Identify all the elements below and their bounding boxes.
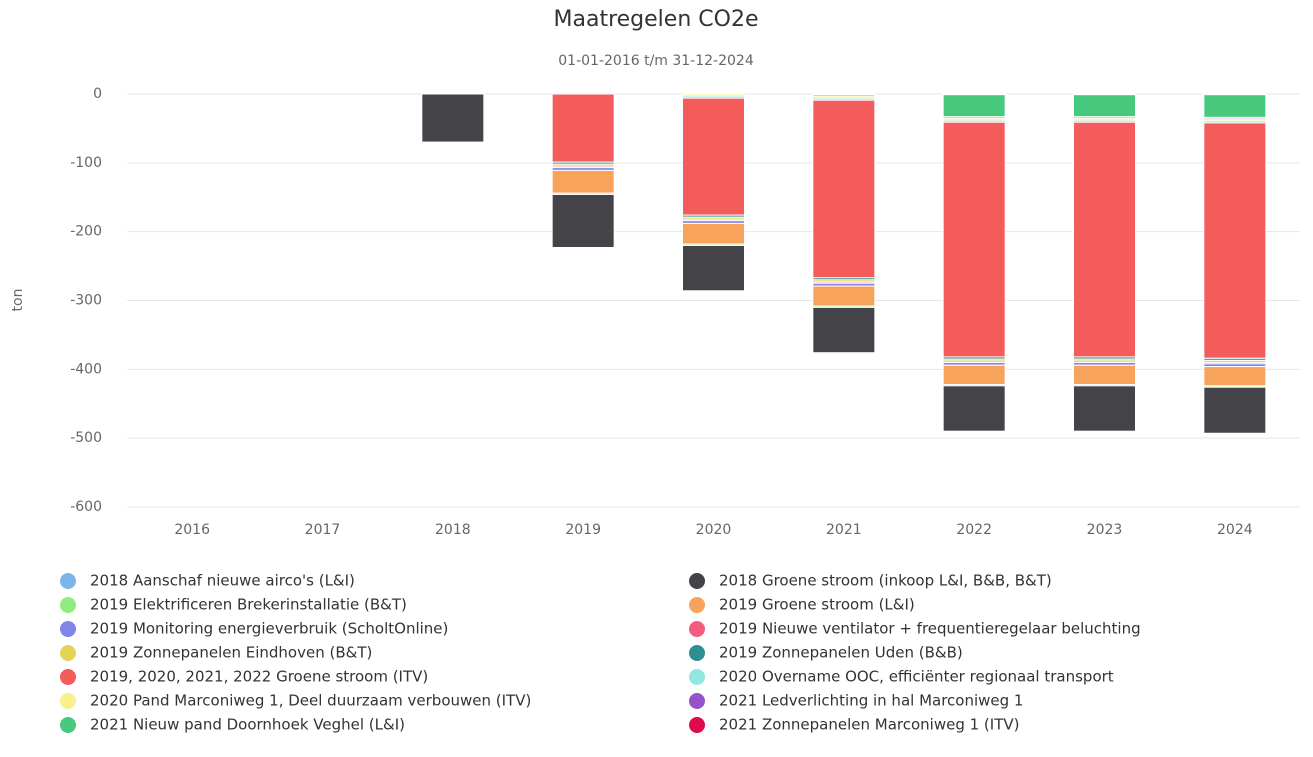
bar-segment <box>1203 386 1267 434</box>
legend-label: 2020 Pand Marconiweg 1, Deel duurzaam ve… <box>90 692 531 710</box>
x-tick-label: 2024 <box>1217 522 1253 538</box>
y-tick-label: 0 <box>93 86 102 102</box>
y-tick-label: -500 <box>70 430 102 446</box>
legend-marker <box>689 573 705 589</box>
bar-segment <box>682 290 745 293</box>
y-tick-label: -100 <box>70 155 102 171</box>
bar-segment <box>942 385 1006 432</box>
x-tick-label: 2022 <box>956 522 992 538</box>
y-tick-label: -400 <box>70 361 102 377</box>
bar-segment <box>1203 94 1267 118</box>
legend-label: 2019 Monitoring energieverbruik (ScholtO… <box>90 620 448 638</box>
y-tick-label: -200 <box>70 224 102 240</box>
legend-label: 2019 Nieuwe ventilator + frequentieregel… <box>719 620 1141 638</box>
bar-segment <box>942 94 1006 118</box>
legend-label: 2021 Nieuw pand Doornhoek Veghel (L&I) <box>90 716 405 734</box>
bar-segment <box>812 99 876 279</box>
legend-label: 2019, 2020, 2021, 2022 Groene stroom (IT… <box>90 668 428 686</box>
legend-label: 2019 Zonnepanelen Eindhoven (B&T) <box>90 644 372 662</box>
legend-marker <box>689 669 705 685</box>
bar-segment <box>942 364 1006 385</box>
bar-segment <box>682 244 745 292</box>
chart-title: Maatregelen CO2e <box>554 7 759 32</box>
legend-marker <box>689 597 705 613</box>
bar-segment <box>551 93 615 163</box>
legend-label: 2019 Elektrificeren Brekerinstallatie (B… <box>90 596 407 614</box>
legend-marker <box>689 717 705 733</box>
legend-marker <box>60 573 76 589</box>
bar-segment <box>1073 385 1136 432</box>
y-axis-label: ton <box>10 289 26 312</box>
x-tick-label: 2020 <box>696 522 732 538</box>
x-tick-label: 2021 <box>826 522 862 538</box>
bar-segment <box>421 93 485 143</box>
bar-segment <box>942 121 1006 358</box>
legend-label: 2021 Zonnepanelen Marconiweg 1 (ITV) <box>719 716 1019 734</box>
x-tick-label: 2019 <box>565 522 601 538</box>
legend-marker <box>60 717 76 733</box>
bar-segment <box>1073 121 1136 358</box>
legend-marker <box>689 693 705 709</box>
legend-marker <box>60 597 76 613</box>
bar-segment <box>1073 364 1136 385</box>
legend-label: 2018 Groene stroom (inkoop L&I, B&B, B&T… <box>719 572 1052 590</box>
legend-label: 2021 Ledverlichting in hal Marconiweg 1 <box>719 692 1023 710</box>
bar-segment <box>1073 430 1136 433</box>
x-tick-label: 2016 <box>174 522 210 538</box>
x-tick-label: 2023 <box>1087 522 1123 538</box>
legend-label: 2019 Groene stroom (L&I) <box>719 596 915 614</box>
y-tick-label: -600 <box>70 499 102 515</box>
bar-segment <box>1203 432 1267 435</box>
bar-segment <box>1203 366 1267 387</box>
legend-label: 2020 Overname OOC, efficiënter regionaal… <box>719 668 1114 686</box>
bar-segment <box>682 222 745 245</box>
bar-segment <box>812 285 876 307</box>
legend-marker <box>60 645 76 661</box>
legend-label: 2019 Zonnepanelen Uden (B&B) <box>719 644 963 662</box>
legend-label: 2018 Aanschaf nieuwe airco's (L&I) <box>90 572 355 590</box>
bar-segment <box>1073 94 1136 118</box>
bar-segment <box>812 306 876 354</box>
legend-marker <box>60 621 76 637</box>
x-tick-label: 2017 <box>305 522 341 538</box>
bar-segment <box>942 430 1006 433</box>
x-tick-label: 2018 <box>435 522 471 538</box>
bar-segment <box>421 141 485 144</box>
legend-marker <box>60 669 76 685</box>
legend-marker <box>689 621 705 637</box>
bar-segment <box>551 169 615 194</box>
chart-subtitle: 01-01-2016 t/m 31-12-2024 <box>558 53 754 69</box>
legend-marker <box>60 693 76 709</box>
bar-segment <box>551 193 615 248</box>
y-tick-label: -300 <box>70 293 102 309</box>
legend-marker <box>689 645 705 661</box>
bar-segment <box>551 246 615 249</box>
bar-segment <box>812 352 876 355</box>
bar-segment <box>1203 122 1267 359</box>
bar-segment <box>682 97 745 216</box>
